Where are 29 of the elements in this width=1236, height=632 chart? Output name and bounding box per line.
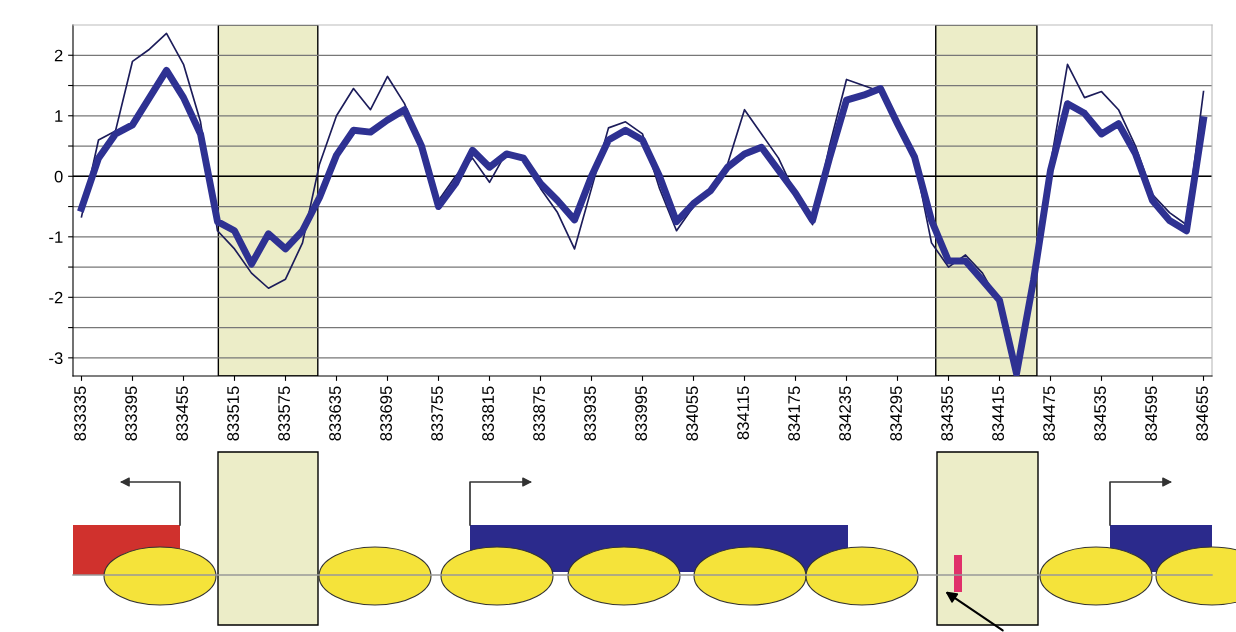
x-tick-label: 833815 xyxy=(482,386,494,441)
x-tick-label: 834355 xyxy=(941,386,953,441)
x-tick-label: 834295 xyxy=(890,386,902,441)
y-tick-label: 0 xyxy=(54,170,63,183)
x-tick-label: 833995 xyxy=(635,386,647,441)
y-tick-label: -2 xyxy=(49,291,63,304)
x-tick-label: 833635 xyxy=(329,386,341,441)
x-tick-label: 833395 xyxy=(125,386,137,441)
x-tick-label: 834235 xyxy=(839,386,851,441)
x-tick-label: 833695 xyxy=(380,386,392,441)
x-tick-label: 833875 xyxy=(533,386,545,441)
x-tick-label: 834535 xyxy=(1094,386,1106,441)
y-tick-label: 2 xyxy=(54,49,63,62)
x-tick-label: 833755 xyxy=(431,386,443,441)
x-tick-label: 834175 xyxy=(788,386,800,441)
x-tick-label: 833455 xyxy=(176,386,188,441)
x-tick-label: 834595 xyxy=(1145,386,1157,441)
y-tick-label: -3 xyxy=(49,352,63,365)
x-tick-label: 833515 xyxy=(227,386,239,441)
x-tick-label: 834415 xyxy=(992,386,1004,441)
x-tick-label: 834055 xyxy=(686,386,698,441)
x-tick-label: 834655 xyxy=(1196,386,1208,441)
x-tick-label: 833935 xyxy=(584,386,596,441)
y-tick-label: 1 xyxy=(55,110,63,122)
x-tick-label: 833335 xyxy=(74,386,86,441)
x-tick-label: 834475 xyxy=(1043,386,1055,441)
x-tick-label: 834115 xyxy=(737,386,749,440)
x-tick-label: 833575 xyxy=(278,386,290,441)
y-tick-label: -1 xyxy=(49,231,63,243)
